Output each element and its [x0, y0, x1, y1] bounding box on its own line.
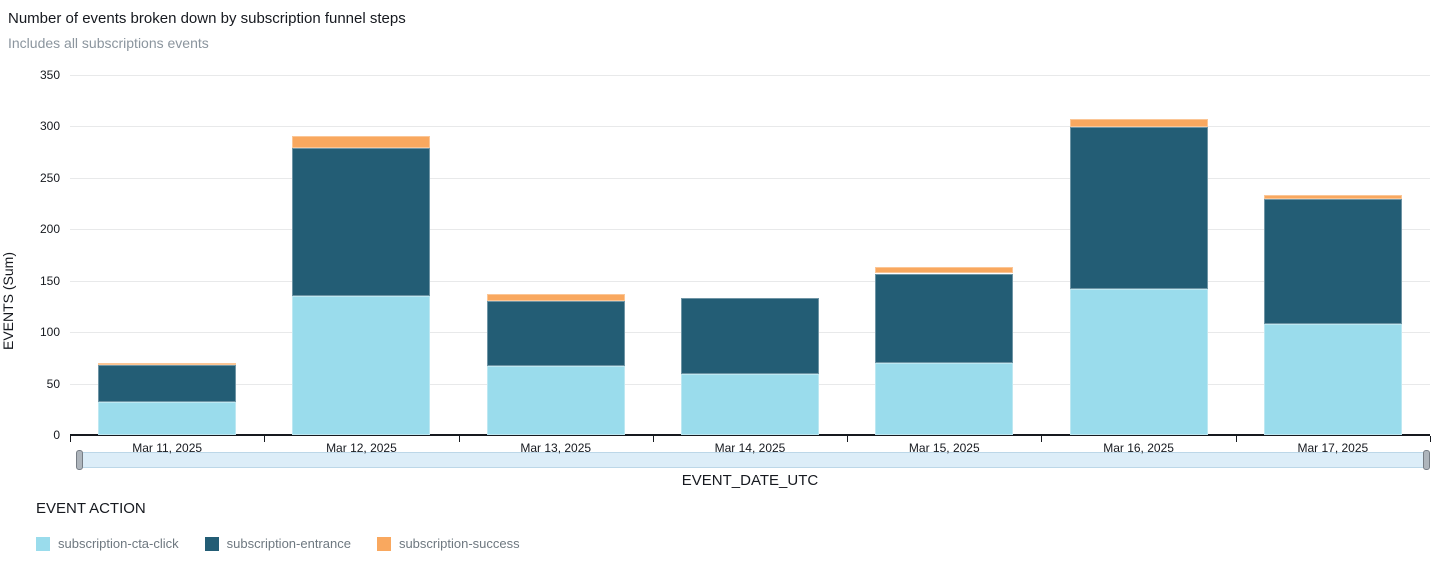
x-axis-tick — [652, 436, 654, 442]
x-axis-tick-label: Mar 15, 2025 — [908, 441, 980, 455]
x-axis-line — [70, 434, 1430, 436]
x-axis-tick — [847, 436, 849, 442]
bar-segment-subscription-entrance[interactable] — [486, 301, 625, 367]
legend-item-subscription-success[interactable]: subscription-success — [376, 536, 520, 551]
bar-segment-subscription-entrance[interactable] — [681, 298, 819, 375]
bar-segment-subscription-cta-click[interactable] — [875, 363, 1014, 435]
x-axis-tick — [1430, 436, 1431, 442]
bar-segment-subscription-cta-click[interactable] — [681, 374, 819, 435]
x-axis-title: EVENT_DATE_UTC — [681, 472, 819, 489]
bar-segment-subscription-success[interactable] — [1263, 195, 1402, 200]
bar-segment-subscription-success[interactable] — [875, 267, 1014, 274]
legend-item-subscription-cta-click[interactable]: subscription-cta-click — [36, 536, 179, 551]
bar-segment-subscription-entrance[interactable] — [1069, 127, 1208, 289]
gridline — [70, 280, 1430, 282]
gridline — [70, 229, 1430, 231]
bar-segment-subscription-cta-click[interactable] — [98, 402, 237, 435]
legend-swatch-subscription-success — [376, 536, 391, 551]
bar-segment-subscription-success[interactable] — [98, 363, 237, 366]
x-axis-tick — [70, 436, 71, 442]
bar-segment-subscription-entrance[interactable] — [875, 273, 1014, 363]
y-axis-tick-label: 300 — [39, 119, 60, 134]
date-range-slider[interactable] — [76, 450, 1430, 470]
y-axis-tick-label: 200 — [39, 222, 60, 237]
y-axis-tick-label: 150 — [39, 273, 60, 288]
bar-segment-subscription-success[interactable] — [292, 135, 431, 148]
bar-segment-subscription-success[interactable] — [1069, 119, 1208, 128]
x-axis-tick-label: Mar 14, 2025 — [714, 441, 786, 455]
bar-segment-subscription-cta-click[interactable] — [486, 366, 625, 435]
legend-swatch-subscription-cta-click — [36, 536, 50, 551]
legend-label: subscription-entrance — [226, 536, 351, 551]
bar-segment-subscription-cta-click[interactable] — [1069, 288, 1208, 435]
legend-title: EVENT ACTION — [36, 500, 146, 517]
x-axis-tick — [264, 436, 266, 442]
bar-segment-subscription-cta-click[interactable] — [292, 296, 431, 435]
bar-segment-subscription-entrance[interactable] — [98, 365, 237, 403]
x-axis-tick-label: Mar 12, 2025 — [326, 441, 397, 455]
bar-segment-subscription-cta-click[interactable] — [1263, 323, 1402, 435]
chart-title: Number of events broken down by subscrip… — [8, 10, 406, 27]
legend-label: subscription-cta-click — [58, 536, 179, 551]
gridline — [70, 126, 1430, 128]
y-axis-tick-label: 0 — [53, 428, 60, 442]
y-axis-tick-label: 250 — [39, 170, 60, 185]
legend-label: subscription-success — [398, 536, 520, 551]
x-axis-tick-label: Mar 16, 2025 — [1103, 441, 1174, 455]
slider-handle-right[interactable] — [1423, 450, 1430, 470]
y-axis-tick-label: 50 — [46, 376, 60, 391]
y-axis-title: EVENTS (Sum) — [0, 252, 16, 351]
gridline — [70, 177, 1430, 179]
x-axis-tick — [1041, 436, 1043, 442]
legend-item-subscription-entrance[interactable]: subscription-entrance — [204, 536, 351, 551]
x-axis-tick-label: Mar 17, 2025 — [1297, 441, 1369, 455]
y-axis-tick-label: 100 — [39, 325, 60, 340]
x-axis-tick — [458, 436, 460, 442]
bar-segment-subscription-entrance[interactable] — [1263, 199, 1402, 324]
x-axis-tick-label: Mar 11, 2025 — [132, 441, 203, 455]
bar-segment-subscription-entrance[interactable] — [292, 148, 431, 297]
bar-segment-subscription-success[interactable] — [486, 294, 625, 302]
slider-handle-left[interactable] — [76, 450, 83, 470]
legend: subscription-cta-click subscription-entra… — [36, 536, 520, 551]
chart-subtitle: Includes all subscriptions events — [8, 35, 209, 51]
legend-swatch-subscription-entrance — [204, 536, 219, 551]
x-axis-tick — [1235, 436, 1237, 442]
y-axis-tick-label: 350 — [39, 68, 60, 82]
x-axis-tick-label: Mar 13, 2025 — [520, 441, 592, 455]
gridline — [70, 75, 1430, 76]
